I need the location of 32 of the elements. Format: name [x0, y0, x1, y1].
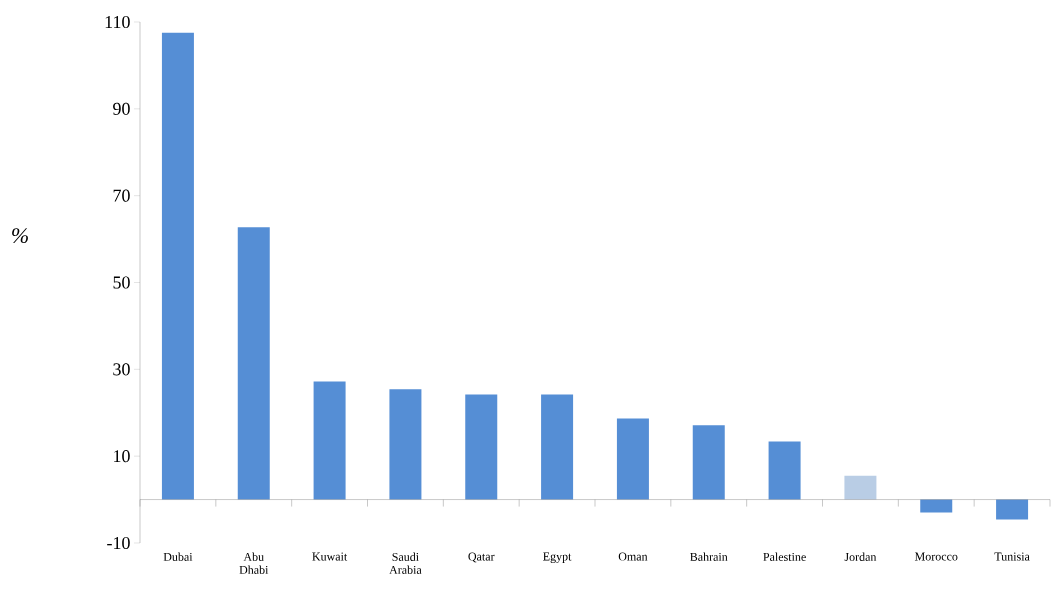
bar — [237, 227, 270, 500]
bar — [996, 499, 1029, 520]
x-tick-label: Qatar — [468, 552, 495, 563]
x-tick-label: Jordan — [844, 552, 877, 561]
y-tick-label: 90 — [113, 102, 130, 115]
x-tick-label: Morocco — [914, 552, 958, 561]
y-tick-label: 110 — [105, 15, 130, 29]
y-tick-label: 70 — [113, 189, 130, 202]
x-tick-label: Bahrain — [690, 552, 728, 561]
x-tick-label: Palestine — [763, 552, 806, 561]
bar — [161, 32, 194, 500]
y-axis-title: % — [12, 228, 28, 244]
x-tick-label: Tunisia — [994, 552, 1030, 561]
y-tick-label: 50 — [113, 276, 130, 289]
x-tick-label: Egypt — [543, 552, 572, 563]
bar — [844, 475, 877, 500]
bar — [692, 425, 725, 500]
y-tick-label: 30 — [113, 363, 130, 376]
bar — [768, 441, 801, 500]
bar — [389, 389, 422, 500]
bar — [541, 394, 574, 500]
x-tick-label: Dubai — [163, 552, 193, 561]
bar — [313, 381, 346, 500]
bar — [920, 499, 953, 513]
bar — [465, 394, 498, 500]
x-tick-label: Saudi Arabia — [389, 552, 422, 574]
x-tick-label: Abu Dhabi — [239, 552, 269, 574]
x-tick-label: Oman — [618, 552, 648, 561]
bar — [616, 418, 649, 500]
y-tick-label: 10 — [114, 450, 130, 463]
x-tick-label: Kuwait — [312, 552, 348, 561]
y-tick-label: -10 — [107, 536, 130, 550]
